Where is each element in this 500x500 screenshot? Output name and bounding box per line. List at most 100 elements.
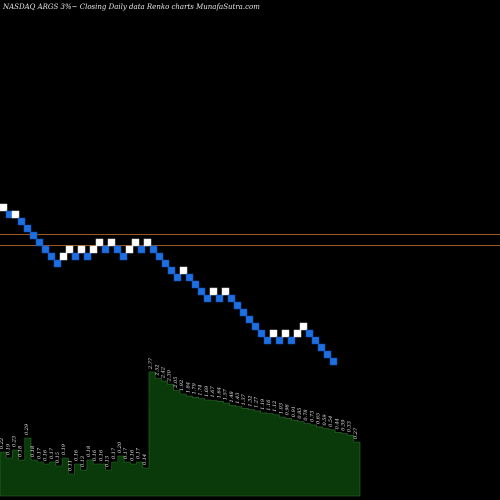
volume-label: 0.15: [55, 452, 61, 463]
renko-brick-down: [203, 294, 212, 303]
volume-label: 1.57: [223, 388, 229, 400]
renko-brick-up: [125, 245, 134, 254]
volume-label: 1.69: [204, 385, 210, 397]
renko-brick-up: [281, 329, 290, 338]
renko-brick-down: [239, 308, 248, 317]
renko-brick-up: [0, 203, 8, 212]
renko-brick-up: [299, 322, 308, 331]
volume-label: 1.92: [179, 380, 185, 391]
volume-label: 1.12: [272, 401, 278, 412]
renko-brick-down: [185, 273, 194, 282]
renko-brick-down: [149, 245, 158, 254]
renko-brick-down: [83, 252, 92, 261]
renko-brick-up: [179, 266, 188, 275]
renko-brick-down: [41, 245, 50, 254]
renko-brick-down: [227, 294, 236, 303]
renko-brick-down: [287, 336, 296, 345]
volume-label: 0.33: [347, 421, 353, 432]
volume-label: 1.67: [210, 386, 216, 398]
renko-brick-down: [113, 245, 122, 254]
volume-label: 1.48: [229, 391, 235, 402]
volume-label: 1.32: [247, 395, 253, 406]
volume-label: 2.05: [173, 377, 179, 389]
volume-label: 0.17: [49, 447, 55, 459]
volume-label: 0.17: [111, 447, 117, 459]
renko-brick-up: [293, 329, 302, 338]
volume-label: 0.78: [303, 409, 309, 420]
renko-brick-up: [89, 245, 98, 254]
volume-label: 0.17: [123, 447, 129, 459]
renko-brick-down: [329, 357, 338, 366]
volume-label: 1.64: [216, 387, 222, 398]
volume-label: 0.16: [74, 449, 80, 461]
volume-label: 0.16: [98, 449, 104, 461]
renko-brick-down: [275, 336, 284, 345]
renko-brick-down: [245, 315, 254, 324]
renko-brick-up: [11, 210, 20, 219]
volume-label: 1.03: [278, 403, 284, 414]
volume-label: 0.17: [36, 447, 42, 459]
volume-label: 0.27: [353, 427, 359, 439]
volume-label: 0.91: [291, 406, 297, 417]
renko-brick-up: [221, 287, 230, 296]
renko-brick-up: [59, 252, 68, 261]
volume-label: 0.17: [136, 447, 142, 459]
renko-brick-down: [263, 336, 272, 345]
renko-brick-down: [101, 245, 110, 254]
renko-brick-down: [167, 266, 176, 275]
renko-brick-up: [65, 245, 74, 254]
renko-bricks: [0, 203, 338, 366]
renko-brick-down: [29, 231, 38, 240]
volume-label: 1.37: [241, 393, 247, 405]
renko-brick-up: [209, 287, 218, 296]
renko-brick-up: [95, 238, 104, 247]
volume-label: 1.27: [254, 396, 260, 408]
renko-brick-down: [71, 252, 80, 261]
renko-brick-down: [155, 252, 164, 261]
volume-label: 0.65: [316, 413, 322, 424]
volume-label: 0.13: [105, 456, 111, 467]
volume-label: 0.18: [18, 446, 24, 457]
renko-brick-down: [305, 329, 314, 338]
renko-brick-down: [311, 336, 320, 345]
volume-label: 2.30: [167, 369, 173, 382]
volume-label: 0.44: [334, 418, 340, 429]
renko-brick-down: [317, 343, 326, 352]
volume-label: 0.16: [43, 449, 49, 461]
renko-brick-up: [143, 238, 152, 247]
renko-brick-down: [137, 245, 146, 254]
chart-title: NASDAQ ARGS 3%~ Closing Daily data Renko…: [3, 3, 260, 11]
volume-label: 0.20: [117, 441, 123, 453]
reference-lines: [0, 234, 500, 246]
renko-brick-down: [215, 294, 224, 303]
volume-label: 0.13: [80, 456, 86, 467]
volume-label: 0.19: [61, 443, 67, 455]
renko-brick-down: [191, 280, 200, 289]
volume-label: 0.98: [285, 404, 291, 415]
volume-label: 0.11: [67, 460, 73, 471]
volume-label: 1.19: [260, 398, 266, 410]
volume-label: 0.23: [12, 436, 18, 447]
renko-brick-up: [77, 245, 86, 254]
volume-label: 0.73: [309, 411, 315, 422]
volume-label: 2.52: [154, 364, 160, 376]
volume-label: 0.59: [322, 414, 328, 426]
renko-brick-down: [53, 259, 62, 268]
renko-brick-down: [257, 329, 266, 338]
volume-label: 0.14: [142, 454, 148, 465]
volume-label: 0.54: [328, 416, 334, 427]
volume-label: 0.39: [340, 419, 346, 431]
volume-label: 0.29: [24, 423, 30, 435]
renko-brick-up: [107, 238, 116, 247]
renko-brick-down: [17, 217, 26, 226]
volume-label: 0.85: [297, 408, 303, 419]
volume-label: 0.18: [86, 446, 92, 457]
renko-brick-down: [323, 350, 332, 359]
renko-brick-down: [173, 273, 182, 282]
volume-label: 1.74: [198, 385, 204, 396]
volume-label: 0.22: [0, 438, 5, 449]
renko-brick-down: [233, 301, 242, 310]
renko-brick-down: [35, 238, 44, 247]
volume-area-path: [0, 371, 361, 497]
volume-label: 0.18: [30, 446, 36, 457]
